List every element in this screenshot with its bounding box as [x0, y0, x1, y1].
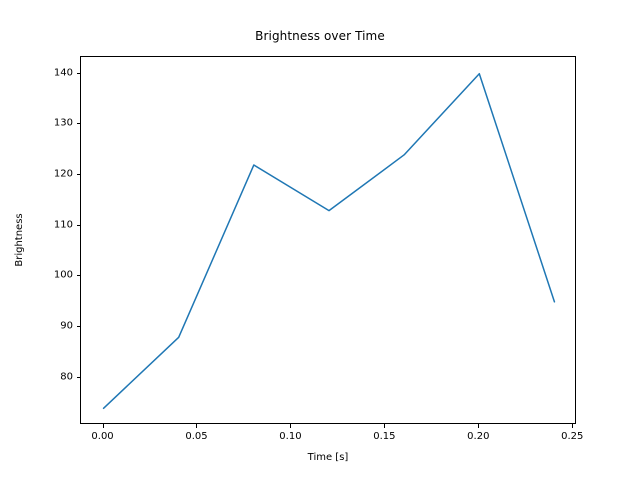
brightness-line	[102, 72, 556, 410]
chart-title: Brightness over Time	[255, 29, 385, 43]
plot-area	[80, 56, 576, 424]
x-tick-label: 0.00	[91, 431, 114, 442]
y-tick-label: 100	[53, 269, 73, 281]
y-tick-label: 90	[60, 320, 73, 332]
x-tick-label: 0.15	[373, 431, 396, 442]
x-tick-mark	[196, 424, 198, 428]
y-tick-label: 120	[53, 168, 73, 180]
y-tick-mark	[76, 224, 80, 226]
y-tick-label: 110	[53, 219, 73, 231]
y-tick-mark	[76, 376, 80, 378]
x-axis-label: Time [s]	[307, 452, 349, 463]
y-tick-label: 140	[53, 67, 73, 79]
y-tick-mark	[76, 123, 80, 125]
y-tick-label: 130	[53, 117, 73, 129]
x-tick-mark	[572, 424, 574, 428]
x-tick-mark	[384, 424, 386, 428]
x-tick-mark	[290, 424, 292, 428]
x-tick-mark	[102, 424, 104, 428]
x-tick-label: 0.25	[561, 431, 584, 442]
y-tick-mark	[76, 174, 80, 175]
y-tick-mark	[76, 326, 80, 327]
x-tick-label: 0.20	[467, 431, 490, 442]
y-axis-label: Brightness	[14, 213, 25, 267]
y-tick-mark	[76, 275, 80, 277]
x-tick-label: 0.10	[279, 431, 302, 442]
data-series-line	[102, 72, 556, 410]
x-tick-mark	[478, 424, 480, 428]
y-tick-label: 80	[60, 371, 73, 383]
x-tick-label: 0.05	[185, 431, 208, 442]
y-tick-mark	[76, 72, 80, 74]
